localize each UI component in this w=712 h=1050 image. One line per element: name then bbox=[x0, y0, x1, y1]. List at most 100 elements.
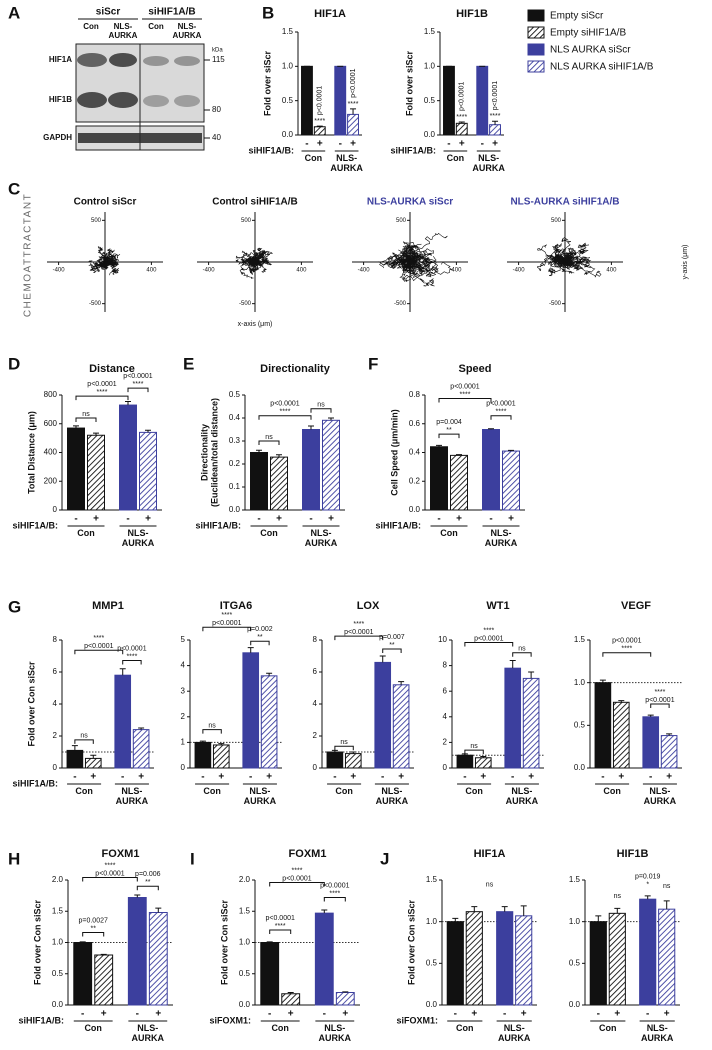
group-label-box: NLS-AURKA bbox=[641, 1023, 674, 1043]
blot-group: siHIF1A/B bbox=[148, 7, 195, 18]
y-tick-label: 1.0 bbox=[282, 61, 294, 70]
annotation: **** bbox=[490, 113, 501, 120]
chart-title: Directionality bbox=[260, 363, 331, 375]
blot-marker: 80 bbox=[212, 105, 221, 114]
bar bbox=[242, 652, 260, 769]
legend-swatch bbox=[527, 9, 545, 22]
y-tick-label: 2 bbox=[181, 712, 186, 721]
legend-swatch bbox=[527, 26, 545, 39]
chart-title: FOXM1 bbox=[289, 848, 327, 860]
y-tick-label: 0 bbox=[181, 763, 186, 772]
blot-row: GAPDH bbox=[43, 133, 72, 142]
annotation: ns bbox=[470, 743, 478, 750]
group-label-box: NLS-AURKA bbox=[304, 528, 338, 548]
group-label-box: Con bbox=[260, 528, 278, 538]
y-tick-label: 0.5 bbox=[239, 969, 251, 978]
x-tick-label: + bbox=[266, 772, 272, 783]
annotation: p=0.007 bbox=[379, 634, 405, 641]
group-label-box: NLS-AURKA bbox=[472, 153, 505, 173]
y-tick-label: 1.5 bbox=[239, 906, 251, 915]
x-tick-label: + bbox=[342, 1009, 348, 1020]
y-tick-label: 6 bbox=[53, 667, 58, 676]
group-label-box: NLS-AURKA bbox=[505, 786, 539, 806]
annotation: p<0.0001 bbox=[270, 401, 299, 408]
annotation: ** bbox=[446, 427, 452, 434]
bar bbox=[474, 757, 492, 769]
group-label: Con bbox=[304, 153, 323, 163]
x-tick-label: - bbox=[268, 1009, 271, 1020]
y-axis-label: Fold over Con siScr bbox=[32, 900, 42, 986]
band bbox=[174, 56, 200, 66]
bracket bbox=[323, 897, 346, 902]
error-bar bbox=[93, 432, 99, 436]
chart-title: VEGF bbox=[621, 600, 651, 612]
x-tick-label: - bbox=[601, 772, 604, 783]
bracket bbox=[650, 703, 670, 708]
group-label: NLS-AURKA bbox=[375, 786, 409, 806]
y-tick-label: 6 bbox=[313, 667, 318, 676]
panel-letter: I bbox=[190, 849, 195, 868]
error-bar bbox=[199, 740, 206, 743]
band bbox=[108, 92, 138, 108]
track bbox=[399, 261, 421, 282]
x-tick-label: - bbox=[74, 514, 77, 525]
x-axis-label: siHIF1A/B: bbox=[18, 1015, 64, 1025]
x-tick-label: - bbox=[201, 772, 204, 783]
annotation: p<0.0001 bbox=[95, 870, 124, 877]
x-axis-label: siHIF1A/B: bbox=[12, 520, 58, 530]
x-tick-label: + bbox=[218, 772, 224, 783]
x-tick-label: - bbox=[323, 1009, 326, 1020]
bar bbox=[496, 911, 514, 1006]
blot-lane: NLS-AURKA bbox=[108, 22, 138, 40]
bracket bbox=[258, 415, 312, 420]
group-label-box: NLS-AURKA bbox=[375, 786, 409, 806]
x-axis-label: siHIF1A/B: bbox=[195, 520, 241, 530]
bar bbox=[314, 912, 334, 1006]
chart-title: HIF1A bbox=[314, 8, 346, 20]
y-tick-label: 0.5 bbox=[424, 96, 436, 105]
y-tick-label: 6 bbox=[443, 686, 448, 695]
group-label: NLS-AURKA bbox=[505, 786, 539, 806]
y-tick-label: 8 bbox=[313, 635, 318, 644]
group-label-box: NLS-AURKA bbox=[644, 786, 677, 806]
track bbox=[249, 261, 259, 273]
x-tick-label: - bbox=[381, 772, 384, 783]
x-tick-label: + bbox=[521, 1009, 527, 1020]
error-bar bbox=[618, 700, 625, 703]
bar bbox=[589, 921, 607, 1006]
group-label-box: Con bbox=[447, 153, 465, 163]
track bbox=[561, 260, 592, 270]
y-axis-label: Fold over Con siScr bbox=[26, 661, 36, 747]
x-axis-label: siFOXM1: bbox=[396, 1015, 438, 1025]
chart-title: Distance bbox=[89, 363, 135, 375]
x-tick-label: + bbox=[138, 772, 144, 783]
group-label: NLS-AURKA bbox=[304, 528, 338, 548]
bar bbox=[455, 122, 468, 136]
blot-row: HIF1B bbox=[49, 95, 72, 104]
error-bar bbox=[331, 749, 338, 752]
x-tick-label: - bbox=[333, 772, 336, 783]
group-label-box: Con bbox=[84, 1023, 102, 1033]
annotation: ns bbox=[340, 739, 348, 746]
y-axis-label: Fold over Con siScr bbox=[406, 900, 416, 986]
annotation: ns bbox=[614, 893, 622, 900]
y-tick-label: 600 bbox=[44, 419, 58, 428]
y-tick-label: 0 bbox=[443, 763, 448, 772]
x-tick-label: - bbox=[503, 1009, 506, 1020]
y-tick-label: 1.5 bbox=[426, 875, 438, 884]
track bbox=[402, 261, 435, 287]
y-tick-label: 0.0 bbox=[52, 1000, 64, 1009]
annotation: **** bbox=[483, 627, 494, 634]
annotation: p<0.0001 bbox=[344, 629, 373, 636]
x-tick-label: + bbox=[508, 514, 514, 525]
error-bar bbox=[138, 727, 145, 730]
y-tick-label: 200 bbox=[44, 476, 58, 485]
error-bar bbox=[398, 681, 405, 685]
chart-title: WT1 bbox=[486, 600, 509, 612]
x-tick-label: + bbox=[492, 139, 498, 150]
bracket bbox=[490, 415, 512, 420]
error-bar bbox=[134, 894, 141, 898]
bar bbox=[450, 454, 468, 511]
bar bbox=[194, 741, 212, 769]
x-tick-label: + bbox=[90, 772, 96, 783]
